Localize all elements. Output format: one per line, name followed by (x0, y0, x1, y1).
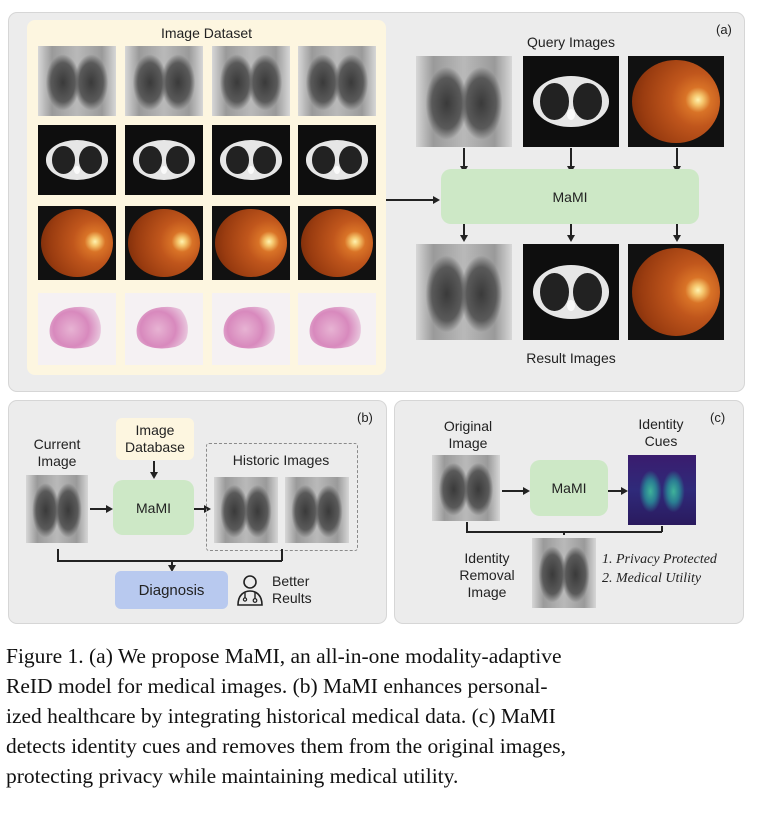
caption-line: detects identity cues and removes them f… (6, 734, 567, 758)
dataset-xray-4 (298, 46, 376, 116)
dataset-ct-2 (125, 125, 203, 195)
dataset-fundus-4 (298, 206, 376, 280)
dataset-fundus-2 (125, 206, 203, 280)
mami-model-box-b: MaMI (113, 480, 194, 535)
historic-xray-2 (285, 477, 349, 543)
original-xray (432, 455, 500, 521)
caption-line: ReID model for medical images. (b) MaMI … (6, 674, 548, 698)
figure-caption: Figure 1. (a) We propose MaMI, an all-in… (6, 641, 751, 791)
dataset-ct-1 (38, 125, 116, 195)
result-fundus (628, 244, 724, 340)
image-database-label: Image Database (125, 422, 185, 455)
identity-cues-heatmap (628, 455, 696, 525)
identity-removal-label: Identity Removal Image (459, 550, 515, 600)
dataset-fundus-3 (212, 206, 290, 280)
caption-line: protecting privacy while maintaining med… (6, 764, 459, 788)
panel-a-tag: (a) (716, 22, 732, 37)
diagnosis-box: Diagnosis (115, 571, 228, 609)
dataset-histology-2 (125, 293, 203, 365)
identity-removal-xray (532, 538, 596, 608)
dataset-xray-3 (212, 46, 290, 116)
dataset-to-model-arrow (386, 199, 434, 201)
dataset-ct-3 (212, 125, 290, 195)
result-ct (523, 244, 619, 340)
outcome-privacy: 1. Privacy Protected (602, 552, 717, 567)
current-image-xray (26, 475, 88, 543)
historic-images-label: Historic Images (232, 452, 330, 468)
dataset-ct-4 (298, 125, 376, 195)
result-xray (416, 244, 512, 340)
mami-model-box-c: MaMI (530, 460, 608, 516)
dataset-histology-3 (212, 293, 290, 365)
identity-cues-label: Identity Cues (638, 416, 684, 449)
doctor-icon (233, 573, 267, 607)
mami-model-box-a: MaMI (441, 169, 699, 224)
original-image-label: Original Image (443, 418, 493, 451)
query-xray (416, 56, 512, 147)
panel-b-tag: (b) (357, 410, 373, 425)
outcome-utility: 2. Medical Utility (602, 571, 702, 586)
dataset-fundus-1 (38, 206, 116, 280)
dataset-histology-4 (298, 293, 376, 365)
dataset-histology-1 (38, 293, 116, 365)
historic-xray-1 (214, 477, 278, 543)
query-images-title: Query Images (527, 34, 615, 50)
query-ct (523, 56, 619, 147)
panel-c-tag: (c) (710, 410, 726, 425)
caption-line: ized healthcare by integrating historica… (6, 704, 556, 728)
result-images-title: Result Images (526, 350, 616, 366)
image-database-box (116, 418, 194, 460)
image-dataset-title: Image Dataset (160, 25, 253, 41)
dataset-xray-2 (125, 46, 203, 116)
dataset-xray-1 (38, 46, 116, 116)
query-fundus (628, 56, 724, 147)
caption-line: Figure 1. (a) We propose MaMI, an all-in… (6, 644, 562, 668)
current-image-label: Current Image (33, 436, 81, 469)
better-results-label: Better Reults (272, 573, 312, 606)
